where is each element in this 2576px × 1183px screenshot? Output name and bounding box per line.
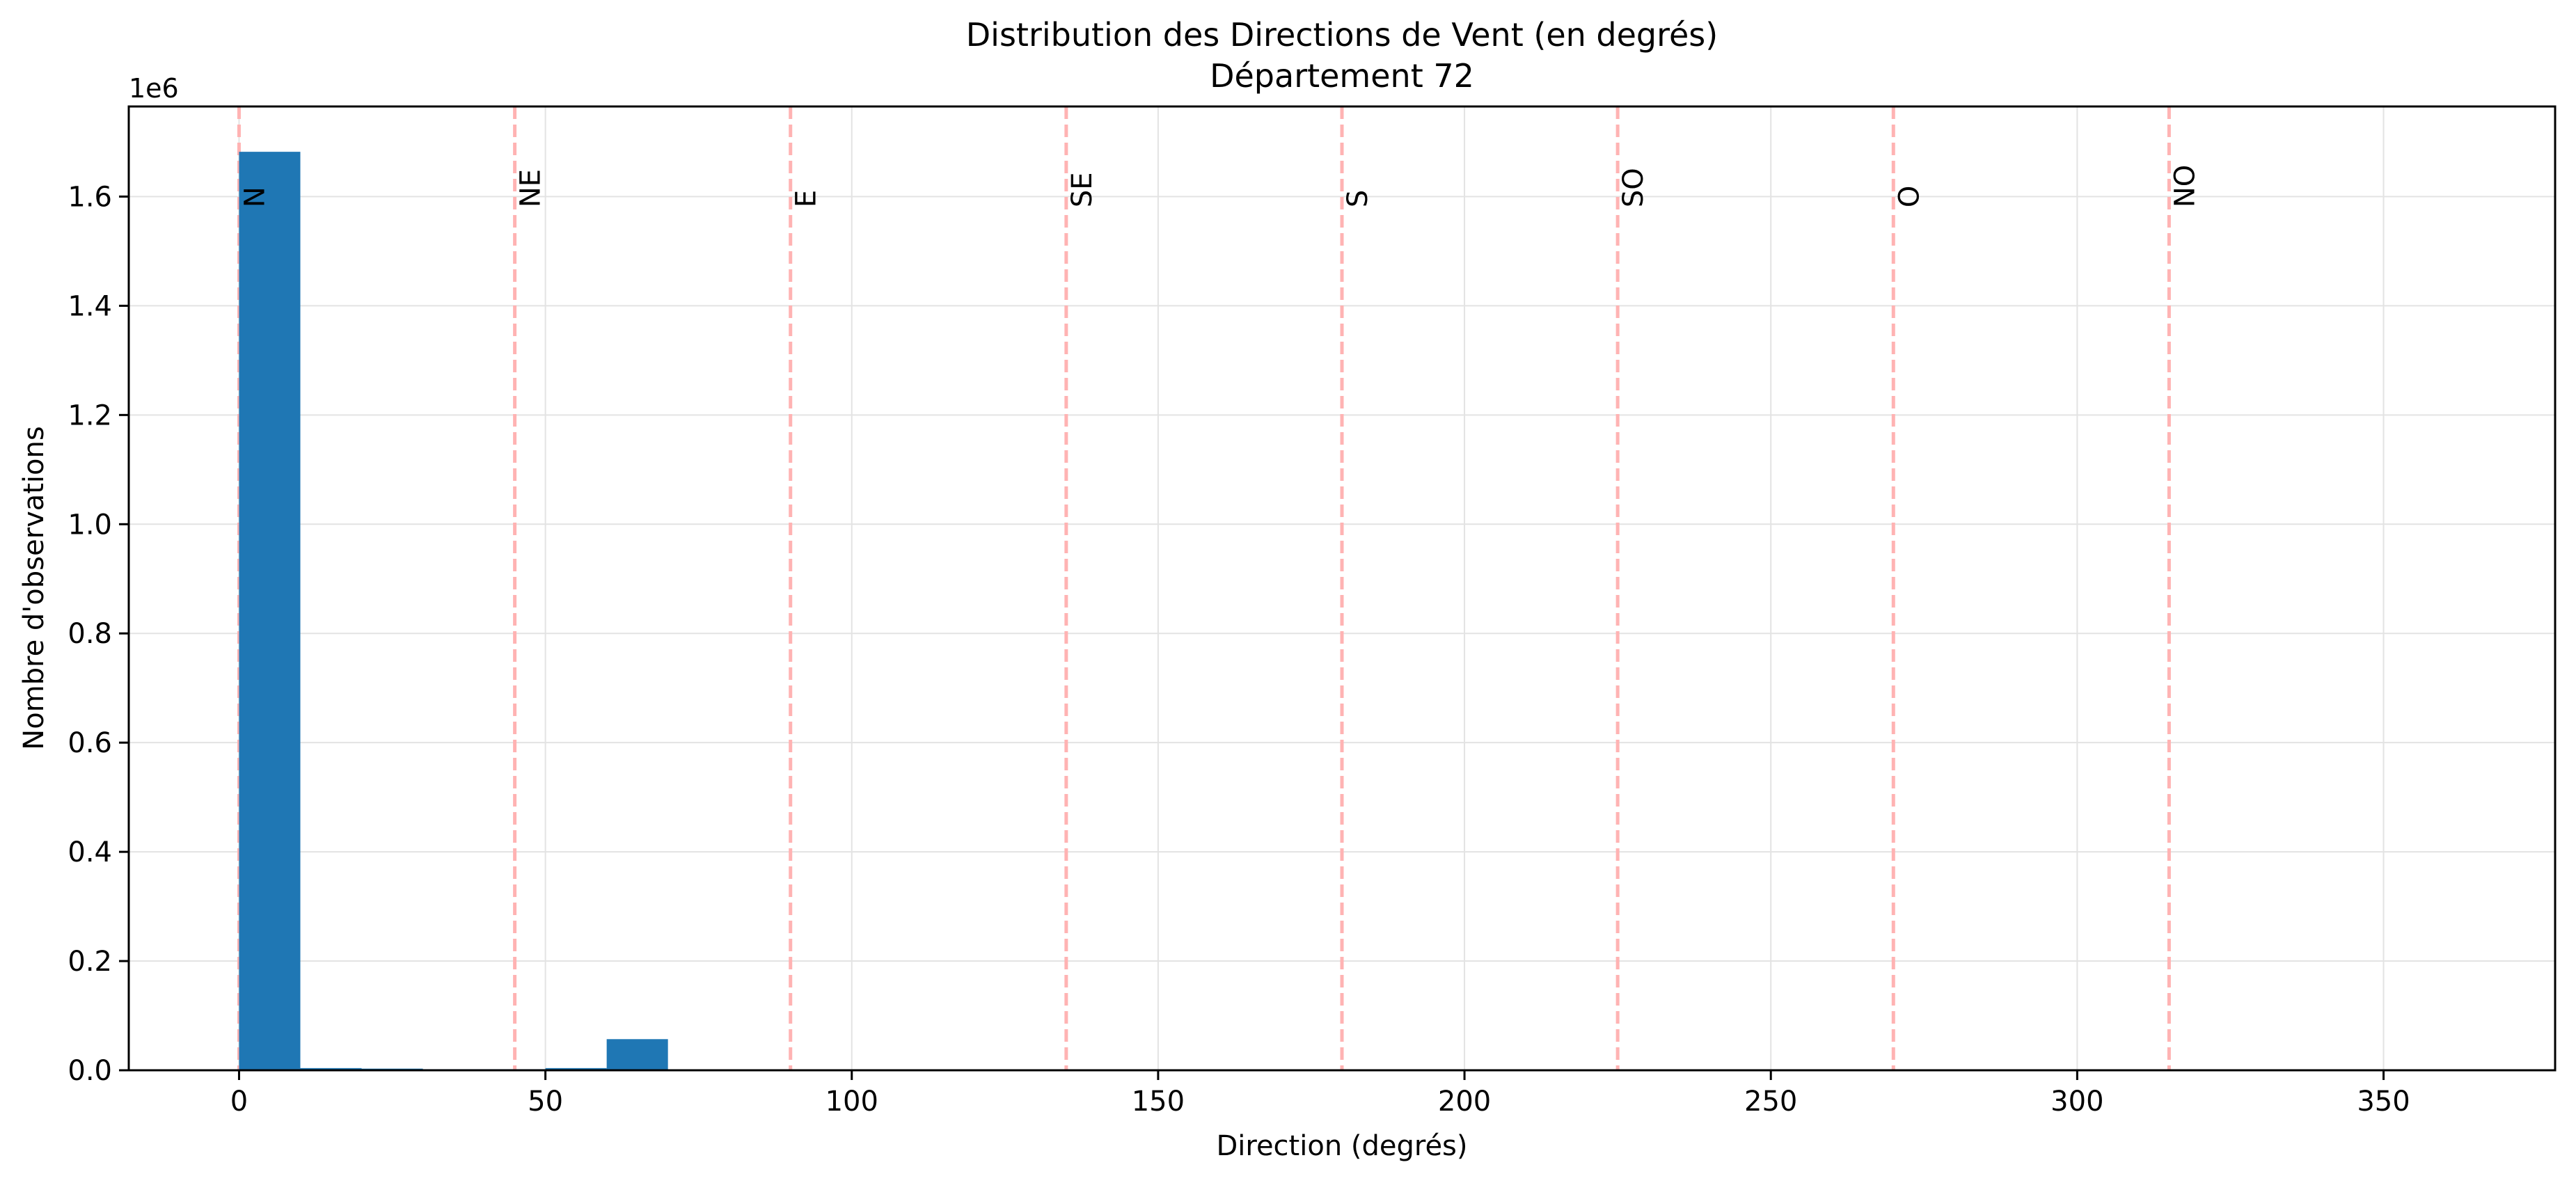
y-tick-label: 1.6 xyxy=(68,181,112,213)
y-tick-label: 1.2 xyxy=(68,399,112,431)
histogram-bar xyxy=(239,152,301,1070)
y-tick-label: 0.0 xyxy=(68,1055,112,1087)
x-tick-label: 0 xyxy=(230,1086,248,1118)
direction-label-s: S xyxy=(1342,190,1374,207)
x-axis-ticks: 0 50 100 150 200 250 300 350 xyxy=(230,1070,2410,1118)
histogram-bars xyxy=(239,152,668,1070)
plot-frame xyxy=(127,105,2557,1072)
y-tick-label: 1.0 xyxy=(68,509,112,541)
chart-subtitle: Département 72 xyxy=(1210,57,1474,95)
x-tick-label: 50 xyxy=(528,1086,563,1118)
y-tick-label: 1.4 xyxy=(68,290,112,322)
y-axis-ticks: 0.0 0.2 0.4 0.6 0.8 1.0 1.2 1.4 1.6 xyxy=(68,181,129,1087)
x-tick-label: 100 xyxy=(825,1086,878,1118)
direction-label-e: E xyxy=(791,190,823,207)
y-tick-label: 0.4 xyxy=(68,836,112,868)
x-tick-label: 200 xyxy=(1438,1086,1491,1118)
direction-label-o: O xyxy=(1893,186,1925,207)
histogram-bar xyxy=(300,1067,362,1070)
chart-title: Distribution des Directions de Vent (en … xyxy=(966,16,1718,54)
x-tick-label: 350 xyxy=(2357,1086,2410,1118)
x-axis-label: Direction (degrés) xyxy=(1216,1130,1467,1162)
histogram-bar xyxy=(545,1067,607,1070)
x-tick-label: 150 xyxy=(1132,1086,1185,1118)
histogram-bar xyxy=(606,1039,668,1070)
y-tick-label: 0.6 xyxy=(68,727,112,759)
y-scale-label: 1e6 xyxy=(129,73,179,104)
direction-label-se: SE xyxy=(1066,172,1098,207)
x-tick-label: 250 xyxy=(1744,1086,1797,1118)
x-tick-label: 300 xyxy=(2050,1086,2103,1118)
y-tick-label: 0.8 xyxy=(68,618,112,650)
y-tick-label: 0.2 xyxy=(68,946,112,978)
direction-label-so: SO xyxy=(1618,168,1650,207)
direction-labels: N NE E SE S SO O NO xyxy=(239,165,2201,207)
direction-label-n: N xyxy=(239,186,271,207)
direction-label-no: NO xyxy=(2169,165,2201,207)
direction-label-ne: NE xyxy=(515,169,547,207)
y-axis-label: Nombre d'observations xyxy=(18,426,50,749)
